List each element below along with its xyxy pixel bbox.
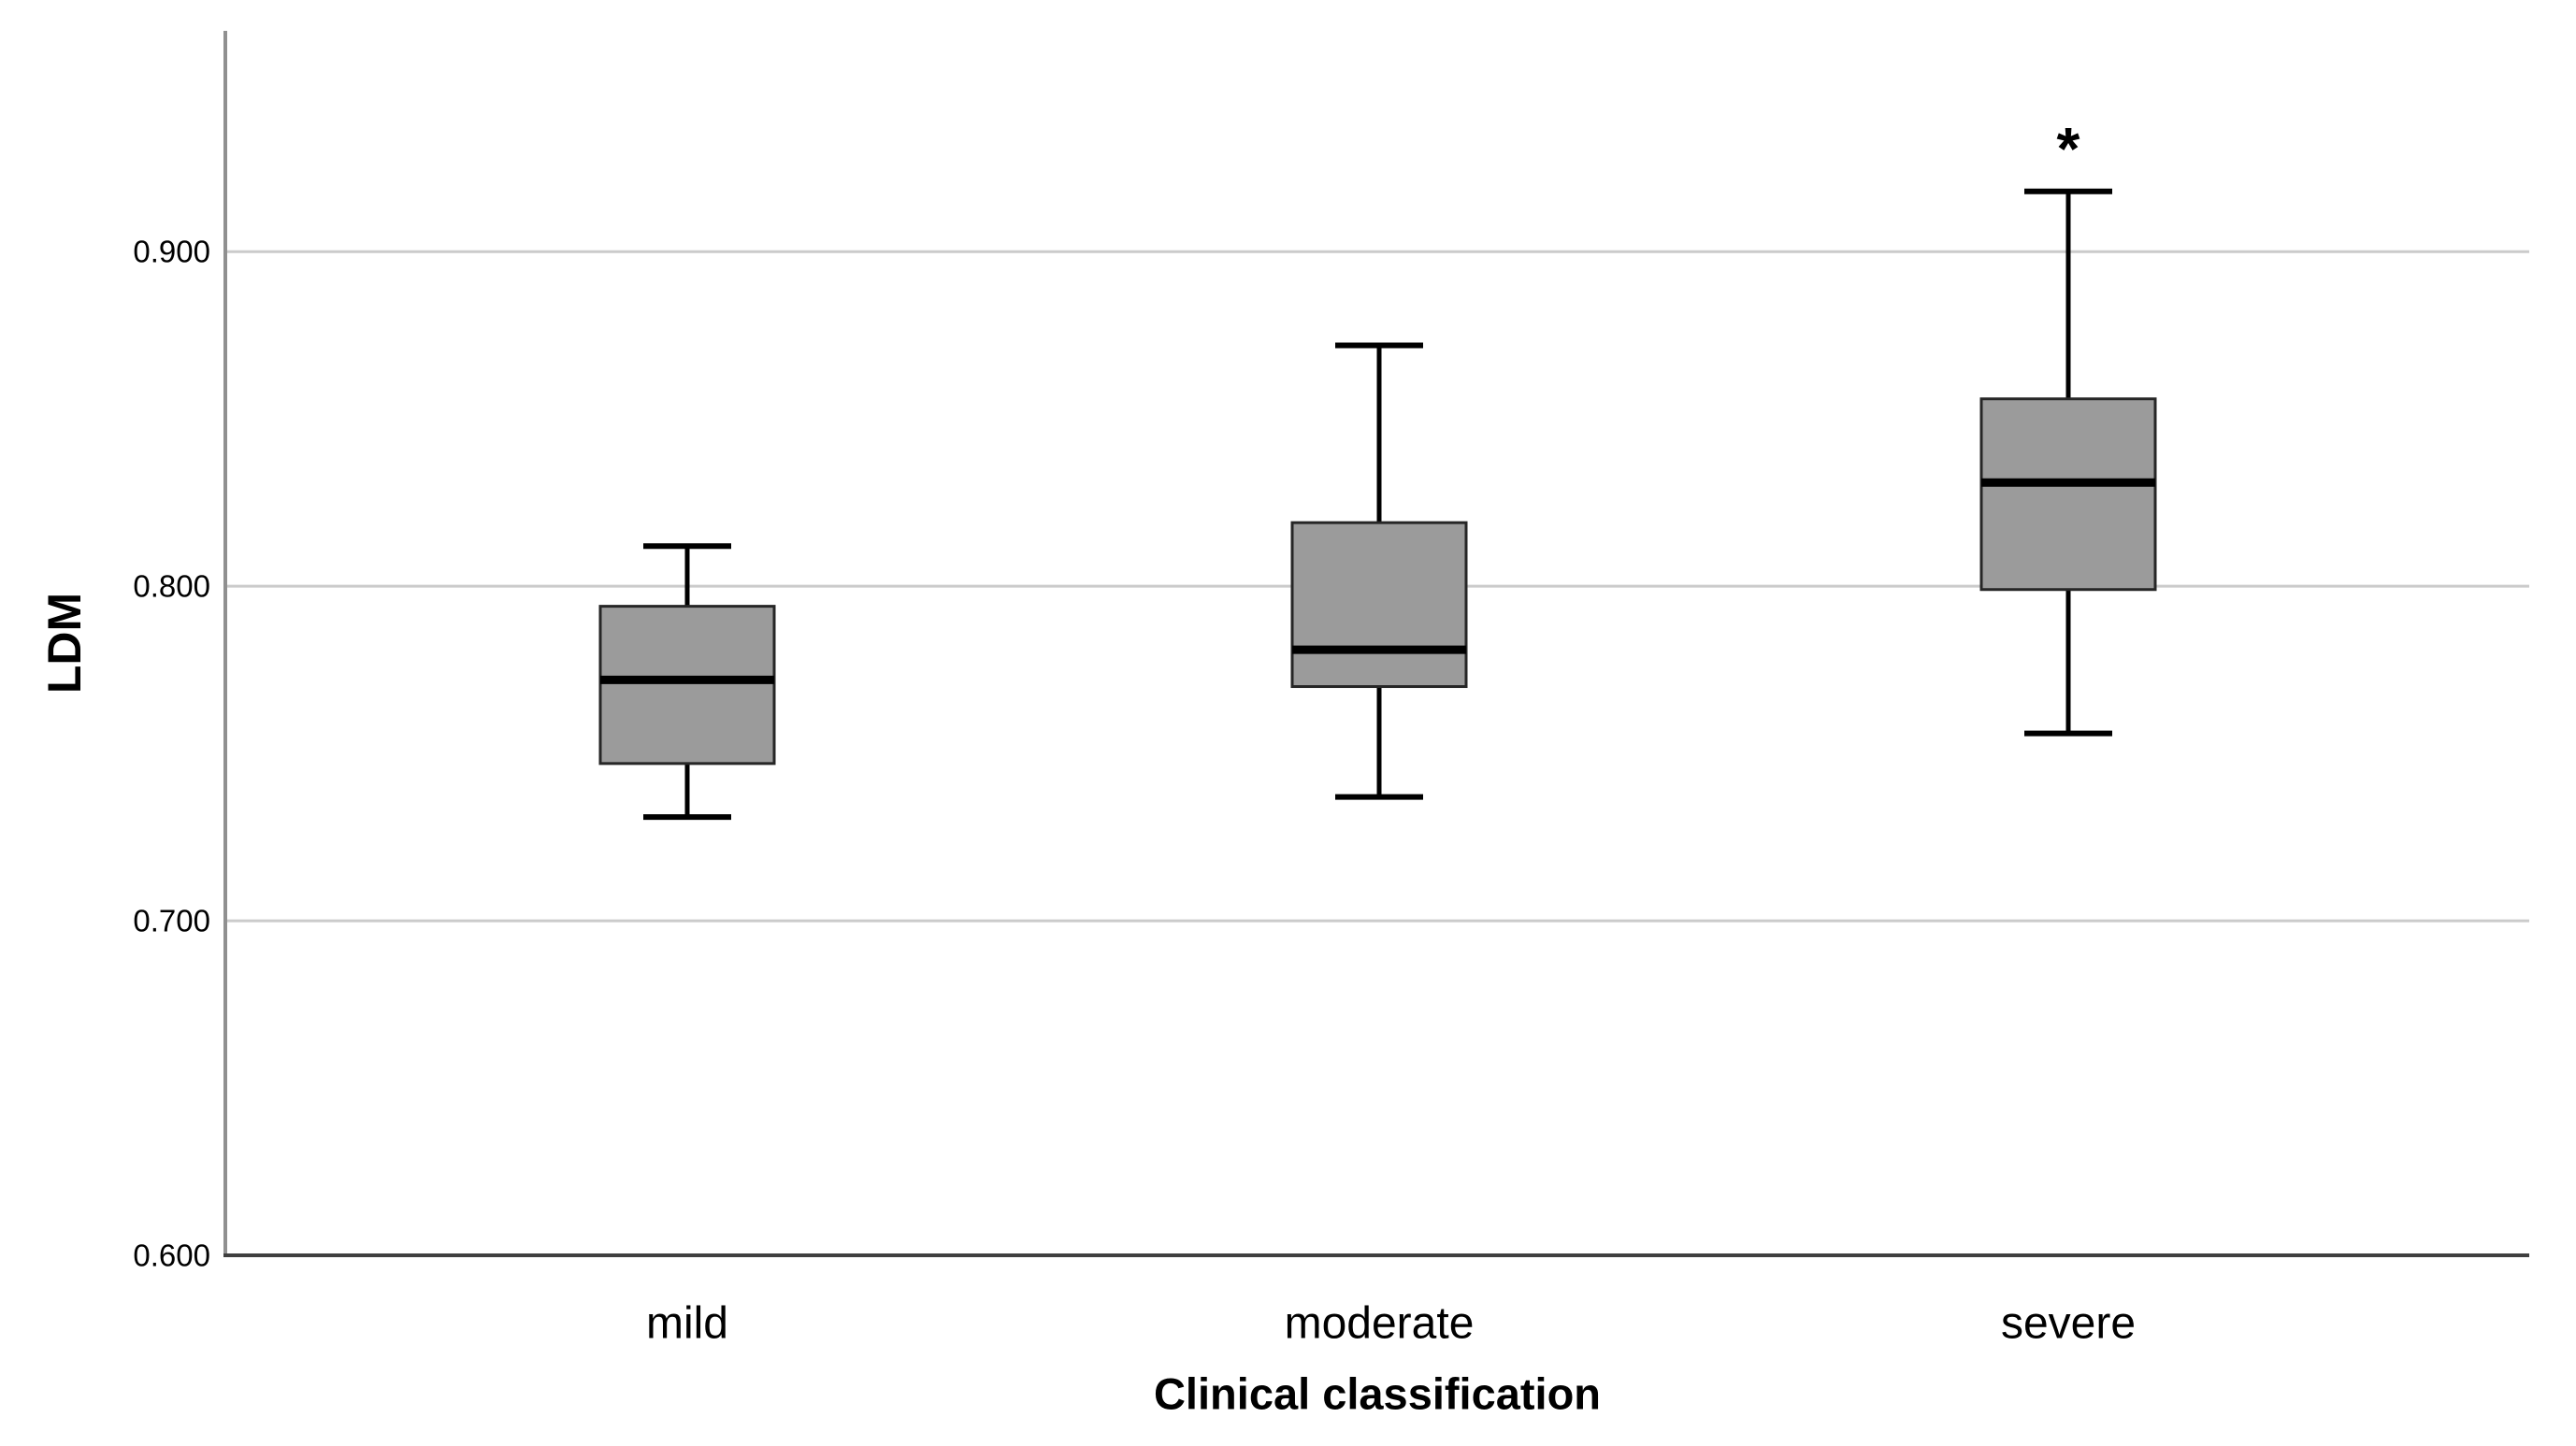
x-axis-title: Clinical classification [1153,1368,1602,1419]
x-tick-label: mild [646,1299,728,1349]
significance-asterisk: * [2057,115,2080,182]
iqr-box [1290,521,1468,689]
y-tick-label: 0.800 [133,569,210,604]
y-tick-label: 0.900 [133,235,210,269]
x-tick-label: severe [2001,1299,2136,1349]
y-axis-title: LDM [38,592,91,694]
iqr-box [598,605,776,766]
x-tick-label: moderate [1285,1299,1475,1349]
iqr-box [1979,397,2157,592]
y-tick-label: 0.700 [133,904,210,938]
y-tick-label: 0.600 [133,1238,210,1273]
